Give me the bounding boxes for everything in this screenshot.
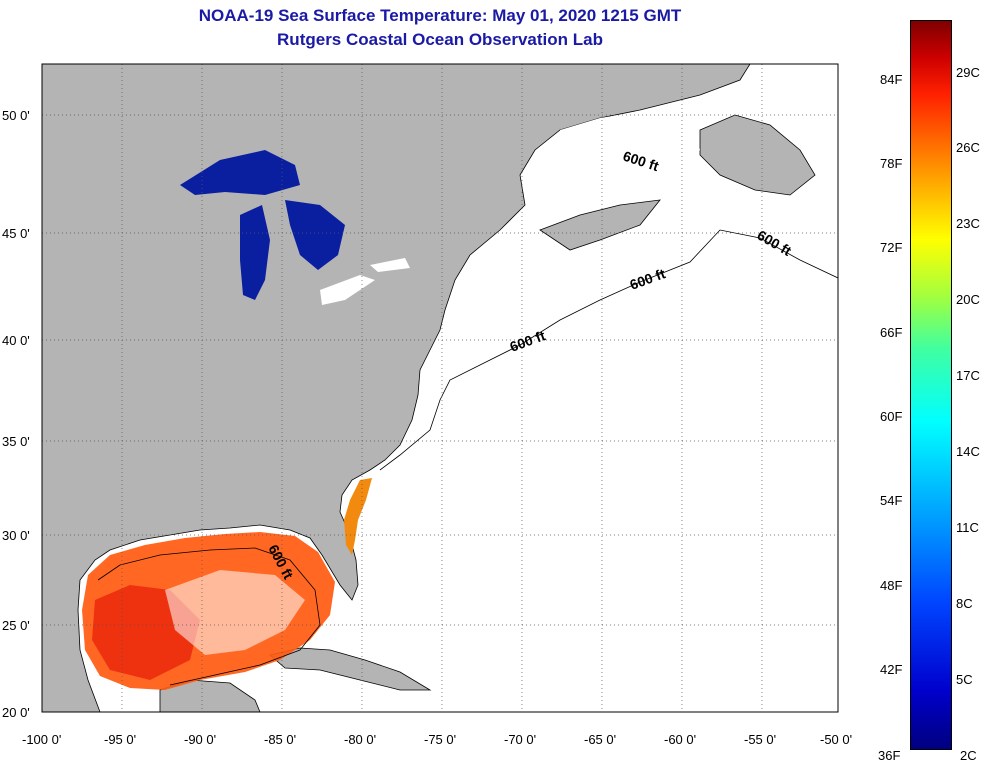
lat-label: 50 0': [2, 108, 30, 123]
colorbar-f-label: 84F: [880, 72, 903, 87]
lon-label: -60 0': [664, 732, 697, 747]
colorbar-c-label: 20C: [956, 292, 980, 307]
map-subtitle: Rutgers Coastal Ocean Observation Lab: [277, 30, 603, 49]
colorbar-f-label: 78F: [880, 156, 903, 171]
lon-label: -90 0': [184, 732, 217, 747]
map-frame: [41, 63, 839, 713]
lake-huron: [285, 200, 345, 270]
colorbar-c-label: 23C: [956, 216, 980, 231]
gulf-cloud-speckle: [165, 570, 305, 655]
lon-label: -85 0': [264, 732, 297, 747]
colorbar-c-label: 2C: [960, 748, 977, 763]
lat-label: 20 0': [2, 705, 30, 720]
colorbar-f-label: 72F: [880, 240, 903, 255]
colorbar-f-label: 54F: [880, 493, 903, 508]
isobath-600ft: [379, 229, 838, 471]
lon-label: -65 0': [584, 732, 617, 747]
lat-label: 35 0': [2, 434, 30, 449]
colorbar-f-label: 48F: [880, 578, 903, 593]
land-maritimes: [539, 199, 661, 251]
lat-label: 45 0': [2, 226, 30, 241]
lon-label: -50 0': [820, 732, 853, 747]
lon-label: -70 0': [504, 732, 537, 747]
lake-erie: [320, 275, 375, 305]
florida-sst-strip: [344, 478, 372, 555]
colorbar-c-label: 5C: [956, 672, 973, 687]
colorbar-f-label: 42F: [880, 662, 903, 677]
graticule: [42, 64, 838, 712]
lat-label: 40 0': [2, 333, 30, 348]
colorbar-c-label: 29C: [956, 65, 980, 80]
land-north-america: [42, 64, 751, 712]
st-lawrence-gulf: [560, 110, 700, 190]
lon-label: -80 0': [344, 732, 377, 747]
lon-label: -95 0': [104, 732, 137, 747]
lat-label: 30 0': [2, 528, 30, 543]
lon-label: -100 0': [22, 732, 62, 747]
lake-michigan: [240, 205, 270, 300]
colorbar: [910, 20, 952, 750]
land-newfoundland: [699, 114, 816, 196]
lake-superior: [180, 150, 300, 195]
lat-label: 25 0': [2, 618, 30, 633]
isobath-600ft-gulf: [97, 547, 321, 686]
map-title: NOAA-19 Sea Surface Temperature: May 01,…: [198, 6, 682, 25]
colorbar-c-label: 14C: [956, 444, 980, 459]
colorbar-c-label: 8C: [956, 596, 973, 611]
lon-label: -55 0': [744, 732, 777, 747]
colorbar-c-label: 17C: [956, 368, 980, 383]
colorbar-f-label: 60F: [880, 409, 903, 424]
colorbar-c-label: 11C: [956, 520, 979, 535]
colorbar-f-label: 66F: [880, 325, 903, 340]
colorbar-f-label: 36F: [878, 748, 901, 763]
lake-ontario: [370, 258, 410, 272]
land-cuba: [269, 647, 432, 691]
colorbar-c-label: 26C: [956, 140, 980, 155]
lon-label: -75 0': [424, 732, 457, 747]
